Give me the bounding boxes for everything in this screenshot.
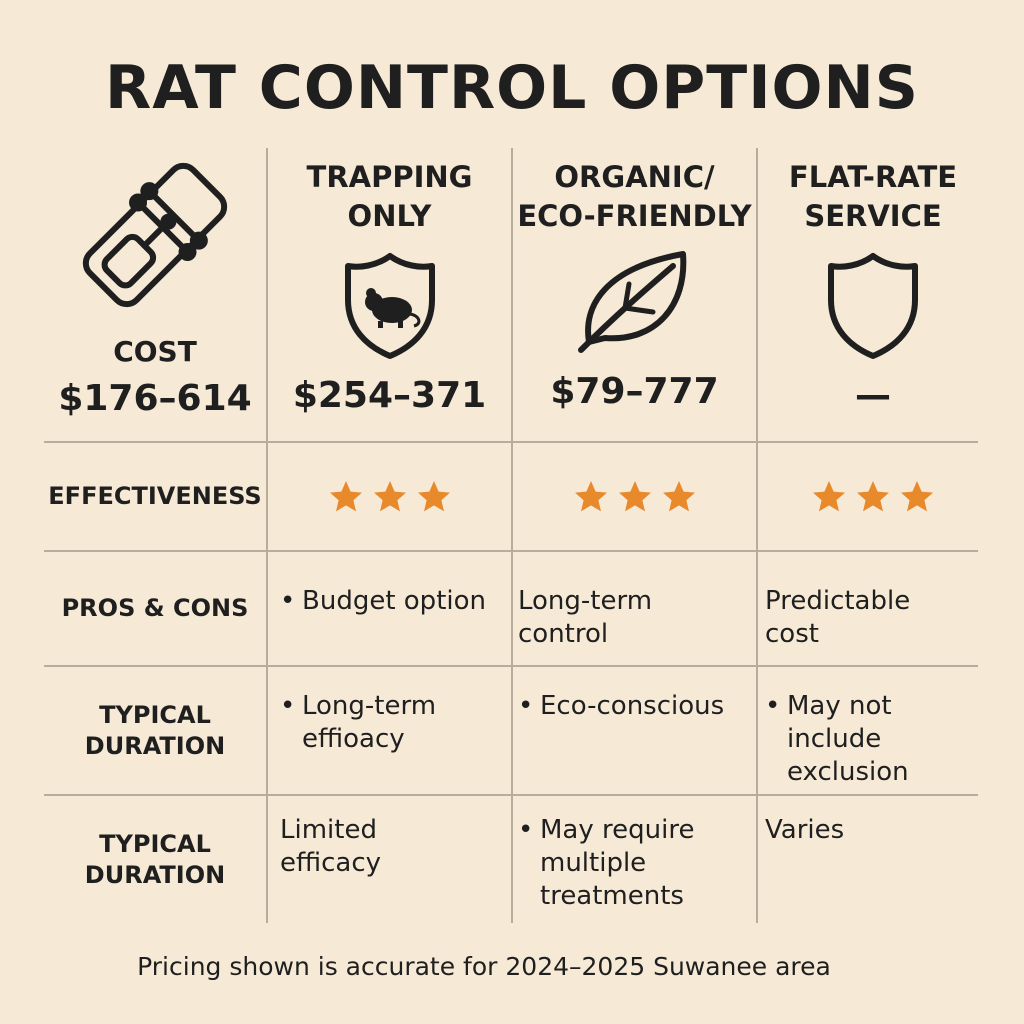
- duration-label-cell: TYPICAL DURATION: [44, 667, 266, 794]
- cell-text: • Budget option: [280, 585, 511, 618]
- rat-shield-icon: [344, 253, 435, 359]
- column-price: $79–777: [550, 371, 719, 412]
- cell-text-line: Budget option: [302, 586, 486, 616]
- bullet-icon: •: [280, 691, 296, 721]
- cell-text: Varies: [765, 814, 985, 847]
- row-label-typical: TYPICAL: [99, 829, 211, 858]
- column-heading: ORGANIC/: [554, 160, 715, 194]
- cell-text: Limited efficacy: [280, 814, 511, 880]
- cost-price: $176–614: [58, 378, 252, 419]
- cell-text-line: include: [787, 724, 882, 754]
- star-icon: [574, 480, 607, 511]
- cost-label: COST: [113, 335, 197, 368]
- cell-text-line: Eco-conscious: [540, 691, 725, 721]
- pros-cons-cell: • Budget option: [280, 585, 511, 618]
- column-heading: TRAPPING: [306, 160, 473, 194]
- shield-icon: [828, 253, 918, 359]
- column-price: —: [855, 375, 891, 416]
- bullet-icon: •: [518, 815, 534, 845]
- star-icon: [618, 480, 651, 511]
- cell-text-line: Predictable: [765, 586, 911, 616]
- cell-text: Predictable cost: [765, 585, 985, 651]
- column-heading: ECO-FRIENDLY: [517, 199, 752, 233]
- pricing-footnote: Pricing shown is accurate for 2024–2025 …: [137, 952, 831, 981]
- star-icon: [857, 480, 889, 511]
- star-icon: [662, 480, 695, 511]
- cell-text-line: Long-term: [518, 586, 653, 616]
- column-heading: SERVICE: [804, 199, 942, 233]
- effectiveness-cell: [268, 443, 511, 550]
- star-icon: [901, 480, 933, 511]
- column-heading: FLAT-RATE: [788, 160, 958, 194]
- duration-label-cell: TYPICAL DURATION: [44, 796, 266, 923]
- star-rating: [758, 479, 988, 515]
- cell-text-line: Limited: [280, 815, 377, 845]
- column-heading: ONLY: [347, 199, 432, 233]
- pros-cons-cell: Long-term control: [518, 585, 756, 651]
- row-label-duration: DURATION: [84, 860, 226, 889]
- effectiveness-cell: [513, 443, 756, 550]
- effectiveness-label-cell: EFFECTIVENESS: [44, 443, 266, 550]
- cell-text-line: cost: [765, 619, 819, 649]
- page-title: RAT CONTROL OPTIONS: [105, 53, 919, 123]
- bullet-icon: •: [765, 691, 781, 721]
- cell-text-line: control: [518, 619, 609, 649]
- cell-text-line: exclusion: [787, 757, 909, 787]
- cell-text-line: May not: [787, 691, 892, 721]
- cell-text: • Eco-conscious: [518, 690, 756, 723]
- cell-text-line: efficacy: [280, 848, 382, 878]
- bullet-icon: •: [518, 691, 534, 721]
- star-rating: [513, 479, 756, 515]
- duration-cell: • May require multiple treatments: [518, 814, 756, 913]
- duration-cell: Limited efficacy: [280, 814, 511, 880]
- cell-text-line: Varies: [765, 815, 845, 845]
- column-trapping-only: TRAPPING ONLY $254–371: [268, 158, 511, 440]
- cell-text-line: effioacy: [302, 724, 405, 754]
- cell-text: • May not include exclusion: [765, 690, 985, 789]
- star-icon: [373, 480, 406, 511]
- column-price: $254–371: [292, 375, 487, 416]
- cell-text-line: May require: [540, 815, 695, 845]
- rat-trap-icon: [82, 162, 228, 308]
- row-label-typical: TYPICAL: [99, 700, 211, 729]
- cost-cell: COST $176–614: [44, 150, 266, 440]
- column-organic-eco-friendly: ORGANIC/ ECO-FRIENDLY $79–777: [513, 158, 756, 440]
- pros-cons-cell: Predictable cost: [765, 585, 985, 651]
- cell-text-line: Long-term: [302, 691, 437, 721]
- leaf-icon: [577, 251, 686, 353]
- cell-text: Long-term control: [518, 585, 756, 651]
- cell-text: • Long-term effioacy: [280, 690, 511, 756]
- duration-cell: • Long-term effioacy: [280, 690, 511, 756]
- effectiveness-cell: [758, 443, 988, 550]
- row-label-pros-cons: PROS & CONS: [61, 594, 249, 622]
- duration-cell: • Eco-conscious: [518, 690, 756, 723]
- cell-text-line: multiple: [540, 848, 647, 878]
- star-rating: [268, 479, 511, 515]
- cell-text: • May require multiple treatments: [518, 814, 756, 913]
- column-flat-rate-service: FLAT-RATE SERVICE —: [758, 158, 988, 440]
- star-icon: [813, 480, 845, 511]
- duration-cell: • May not include exclusion: [765, 690, 985, 789]
- row-label-duration: DURATION: [84, 731, 226, 760]
- star-icon: [329, 480, 362, 511]
- pros-cons-label-cell: PROS & CONS: [44, 552, 266, 665]
- row-label-effectiveness: EFFECTIVENESS: [48, 482, 262, 510]
- bullet-icon: •: [280, 586, 296, 616]
- duration-cell: Varies: [765, 814, 985, 847]
- cell-text-line: treatments: [540, 881, 684, 911]
- star-icon: [417, 480, 450, 511]
